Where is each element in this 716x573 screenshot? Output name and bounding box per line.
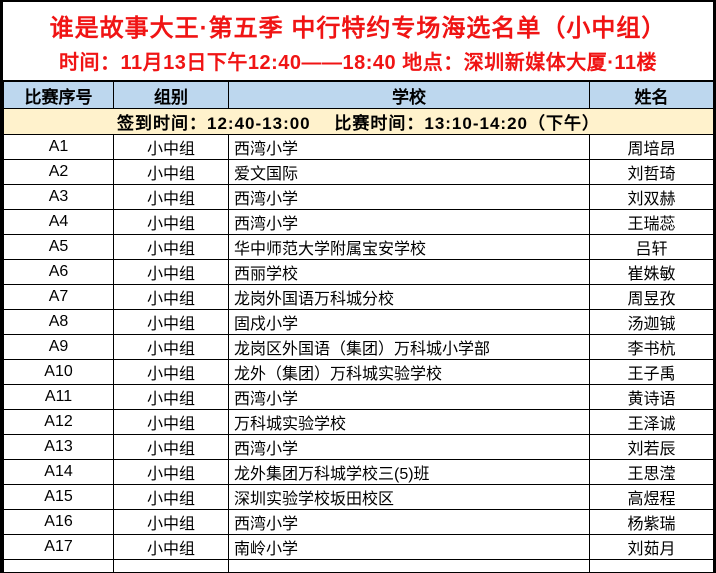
cell-school: 龙外（集团）万科城实验学校 [228, 359, 590, 385]
cell-school: 西湾小学 [228, 384, 590, 410]
cell-school: 西湾小学 [228, 434, 590, 460]
table-row: A2 小中组 爱文国际 刘哲琦 [3, 159, 714, 185]
cell-school: 西湾小学 [228, 184, 590, 210]
cell-seq: A1 [3, 134, 114, 160]
cell-seq: A7 [3, 284, 114, 310]
cell-seq: A11 [3, 384, 114, 410]
cell-group: 小中组 [113, 209, 229, 235]
cell-school: 固戍小学 [228, 309, 590, 335]
time-location-subtitle: 时间：11月13日下午12:40——18:40 地点：深圳新媒体大厦·11楼 [58, 51, 658, 74]
cell-name: 吕轩 [589, 234, 714, 260]
cell-seq: A10 [3, 359, 114, 385]
cell-name: 杨紫瑞 [589, 509, 714, 535]
cell-school: 华中师范大学附属宝安学校 [228, 234, 590, 260]
cell-name: 刘若辰 [589, 434, 714, 460]
header-name: 姓名 [589, 80, 714, 109]
header-school: 学校 [228, 80, 590, 109]
header-seq: 比赛序号 [3, 80, 114, 109]
roster-body: 签到时间：12:40-13:00 比赛时间：13:10-14:20（下午） A1… [3, 108, 714, 560]
cell-group: 小中组 [113, 284, 229, 310]
cell-name: 刘哲琦 [589, 159, 714, 185]
cell-group: 小中组 [113, 359, 229, 385]
cell-name: 黄诗语 [589, 384, 714, 410]
cell-school: 西湾小学 [228, 509, 590, 535]
cell-name: 王泽诚 [589, 409, 714, 435]
cell-seq: A2 [3, 159, 114, 185]
table-row: A6 小中组 西丽学校 崔姝敏 [3, 259, 714, 285]
cell-school: 爱文国际 [228, 159, 590, 185]
cell-school: 龙岗外国语万科城分校 [228, 284, 590, 310]
cell-school: 南岭小学 [228, 534, 590, 560]
page-title: 谁是故事大王·第五季 中行特约专场海选名单（小中组） [49, 14, 667, 42]
table-row: A5 小中组 华中师范大学附属宝安学校 吕轩 [3, 234, 714, 260]
cell-seq: A4 [3, 209, 114, 235]
table-row: A15 小中组 深圳实验学校坂田校区 高煜程 [3, 484, 714, 510]
table-row: A14 小中组 龙外集团万科城学校三(5)班 王思滢 [3, 459, 714, 485]
cell-seq: A5 [3, 234, 114, 260]
cell-school: 西丽学校 [228, 259, 590, 285]
cell-seq: A6 [3, 259, 114, 285]
table-row: A7 小中组 龙岗外国语万科城分校 周昱孜 [3, 284, 714, 310]
cell-group: 小中组 [113, 434, 229, 460]
cell-group: 小中组 [113, 234, 229, 260]
cell-group: 小中组 [113, 309, 229, 335]
cell-seq: A16 [3, 509, 114, 535]
table-row: A16 小中组 西湾小学 杨紫瑞 [3, 509, 714, 535]
table-row: A3 小中组 西湾小学 刘双赫 [3, 184, 714, 210]
table-row: A17 小中组 南岭小学 刘茹月 [3, 534, 714, 560]
cutoff-stub-row [3, 559, 714, 573]
cell-group: 小中组 [113, 384, 229, 410]
cell-group: 小中组 [113, 184, 229, 210]
table-row: A1 小中组 西湾小学 周培昂 [3, 134, 714, 160]
cell-seq: A17 [3, 534, 114, 560]
cell-group: 小中组 [113, 259, 229, 285]
cell-school: 西湾小学 [228, 209, 590, 235]
cell-group: 小中组 [113, 134, 229, 160]
header-group: 组别 [113, 80, 229, 109]
cell-school: 龙外集团万科城学校三(5)班 [228, 459, 590, 485]
cell-name: 周昱孜 [589, 284, 714, 310]
table-row: A10 小中组 龙外（集团）万科城实验学校 王子禹 [3, 359, 714, 385]
cell-group: 小中组 [113, 509, 229, 535]
cell-name: 王子禹 [589, 359, 714, 385]
table-row: A11 小中组 西湾小学 黄诗语 [3, 384, 714, 410]
cell-name: 周培昂 [589, 134, 714, 160]
cell-name: 王思滢 [589, 459, 714, 485]
cell-school: 深圳实验学校坂田校区 [228, 484, 590, 510]
cell-name: 高煜程 [589, 484, 714, 510]
cell-seq: A14 [3, 459, 114, 485]
cell-name: 刘茹月 [589, 534, 714, 560]
header-row: 比赛序号 组别 学校 姓名 [3, 80, 714, 109]
cell-name: 王瑞蕊 [589, 209, 714, 235]
cell-seq: A3 [3, 184, 114, 210]
table-row: A8 小中组 固戍小学 汤迦铖 [3, 309, 714, 335]
cell-group: 小中组 [113, 334, 229, 360]
cell-seq: A15 [3, 484, 114, 510]
cell-seq: A8 [3, 309, 114, 335]
title-area: 谁是故事大王·第五季 中行特约专场海选名单（小中组） 时间：11月13日下午12… [3, 2, 713, 80]
cell-name: 崔姝敏 [589, 259, 714, 285]
cell-group: 小中组 [113, 484, 229, 510]
cell-seq: A9 [3, 334, 114, 360]
table-row: A13 小中组 西湾小学 刘若辰 [3, 434, 714, 460]
cell-group: 小中组 [113, 534, 229, 560]
cell-name: 李书杭 [589, 334, 714, 360]
cell-school: 西湾小学 [228, 134, 590, 160]
roster-table: 比赛序号 组别 学校 姓名 签到时间：12:40-13:00 比赛时间：13:1… [3, 80, 714, 573]
table-row: A4 小中组 西湾小学 王瑞蕊 [3, 209, 714, 235]
cell-school: 万科城实验学校 [228, 409, 590, 435]
cell-seq: A12 [3, 409, 114, 435]
session-info-cell: 签到时间：12:40-13:00 比赛时间：13:10-14:20（下午） [3, 108, 714, 135]
cell-group: 小中组 [113, 159, 229, 185]
table-row: A9 小中组 龙岗区外国语（集团）万科城小学部 李书杭 [3, 334, 714, 360]
cell-school: 龙岗区外国语（集团）万科城小学部 [228, 334, 590, 360]
cell-name: 汤迦铖 [589, 309, 714, 335]
cell-name: 刘双赫 [589, 184, 714, 210]
table-row: A12 小中组 万科城实验学校 王泽诚 [3, 409, 714, 435]
cell-seq: A13 [3, 434, 114, 460]
session-info-row: 签到时间：12:40-13:00 比赛时间：13:10-14:20（下午） [3, 108, 714, 135]
cell-group: 小中组 [113, 459, 229, 485]
cell-group: 小中组 [113, 409, 229, 435]
